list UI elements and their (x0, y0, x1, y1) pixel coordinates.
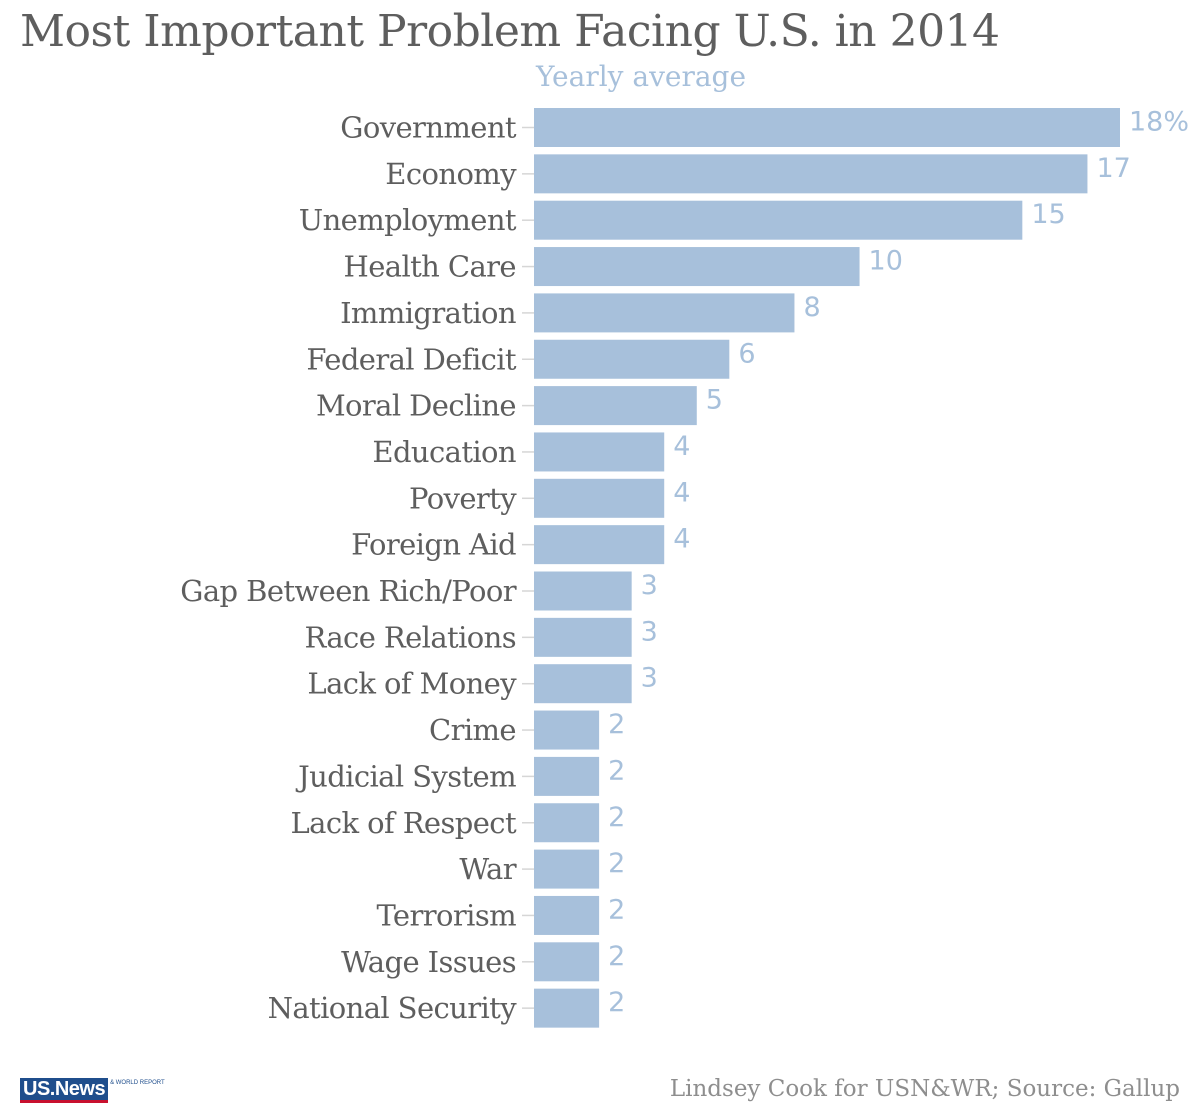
category-label: Moral Decline (316, 389, 516, 423)
value-label: 2 (608, 987, 625, 1018)
bar (534, 432, 665, 472)
bar (534, 710, 600, 750)
bar (534, 386, 697, 426)
category-label: Federal Deficit (306, 342, 517, 376)
usnews-logo: US.News & WORLD REPORT (20, 1078, 165, 1103)
value-label: 15 (1031, 199, 1065, 230)
value-label: 3 (641, 663, 658, 694)
logo-subtext: & WORLD REPORT (110, 1080, 165, 1086)
value-label: 2 (608, 894, 625, 925)
bar (534, 108, 1120, 147)
bar (534, 247, 860, 287)
category-label: Gap Between Rich/Poor (180, 574, 516, 608)
value-label: 17 (1096, 153, 1130, 184)
bar (534, 617, 632, 657)
chart-title: Most Important Problem Facing U.S. in 20… (20, 6, 1000, 57)
bar (534, 200, 1023, 240)
value-label: 3 (641, 616, 658, 647)
category-label: Health Care (344, 250, 516, 284)
value-label: 2 (608, 709, 625, 740)
value-label: 3 (641, 570, 658, 601)
logo-wordmark: US.News (20, 1078, 109, 1103)
value-label: 10 (869, 246, 903, 277)
category-label: Race Relations (304, 620, 516, 654)
category-label: Judicial System (295, 759, 516, 793)
value-label: 2 (608, 802, 625, 833)
value-label: 2 (608, 755, 625, 786)
value-label: 5 (706, 385, 723, 416)
category-label: Lack of Respect (291, 806, 517, 840)
value-label: 4 (673, 477, 690, 508)
bar (534, 988, 600, 1028)
bar (534, 664, 632, 704)
category-label: Wage Issues (341, 945, 516, 979)
chart-subtitle: Yearly average (536, 60, 747, 93)
category-label: Immigration (340, 296, 516, 330)
bar (534, 849, 600, 889)
category-label: Government (340, 111, 517, 145)
bar (534, 339, 730, 379)
value-label: 8 (803, 292, 820, 323)
category-label: Terrorism (376, 898, 516, 932)
category-label: Unemployment (299, 203, 517, 237)
bar (534, 571, 632, 611)
bar (534, 756, 600, 796)
category-label: Education (372, 435, 516, 469)
category-label: Crime (429, 713, 516, 747)
bar (534, 293, 795, 333)
value-label: 4 (673, 524, 690, 555)
value-label: 6 (738, 338, 755, 369)
bar (534, 525, 665, 565)
bar (534, 478, 665, 518)
category-label: Lack of Money (307, 667, 517, 701)
category-label: Foreign Aid (351, 528, 516, 562)
value-label: 4 (673, 431, 690, 462)
bar (534, 154, 1088, 194)
source-credit: Lindsey Cook for USN&WR; Source: Gallup (669, 1076, 1180, 1102)
category-label: Poverty (409, 481, 517, 515)
category-label: National Security (268, 991, 518, 1025)
bar (534, 803, 600, 843)
bar (534, 942, 600, 982)
category-label: War (459, 852, 516, 886)
value-label: 2 (608, 941, 625, 972)
value-label: 2 (608, 848, 625, 879)
category-label: Economy (385, 157, 517, 191)
value-label: 18% (1129, 107, 1189, 138)
bar (534, 895, 600, 935)
